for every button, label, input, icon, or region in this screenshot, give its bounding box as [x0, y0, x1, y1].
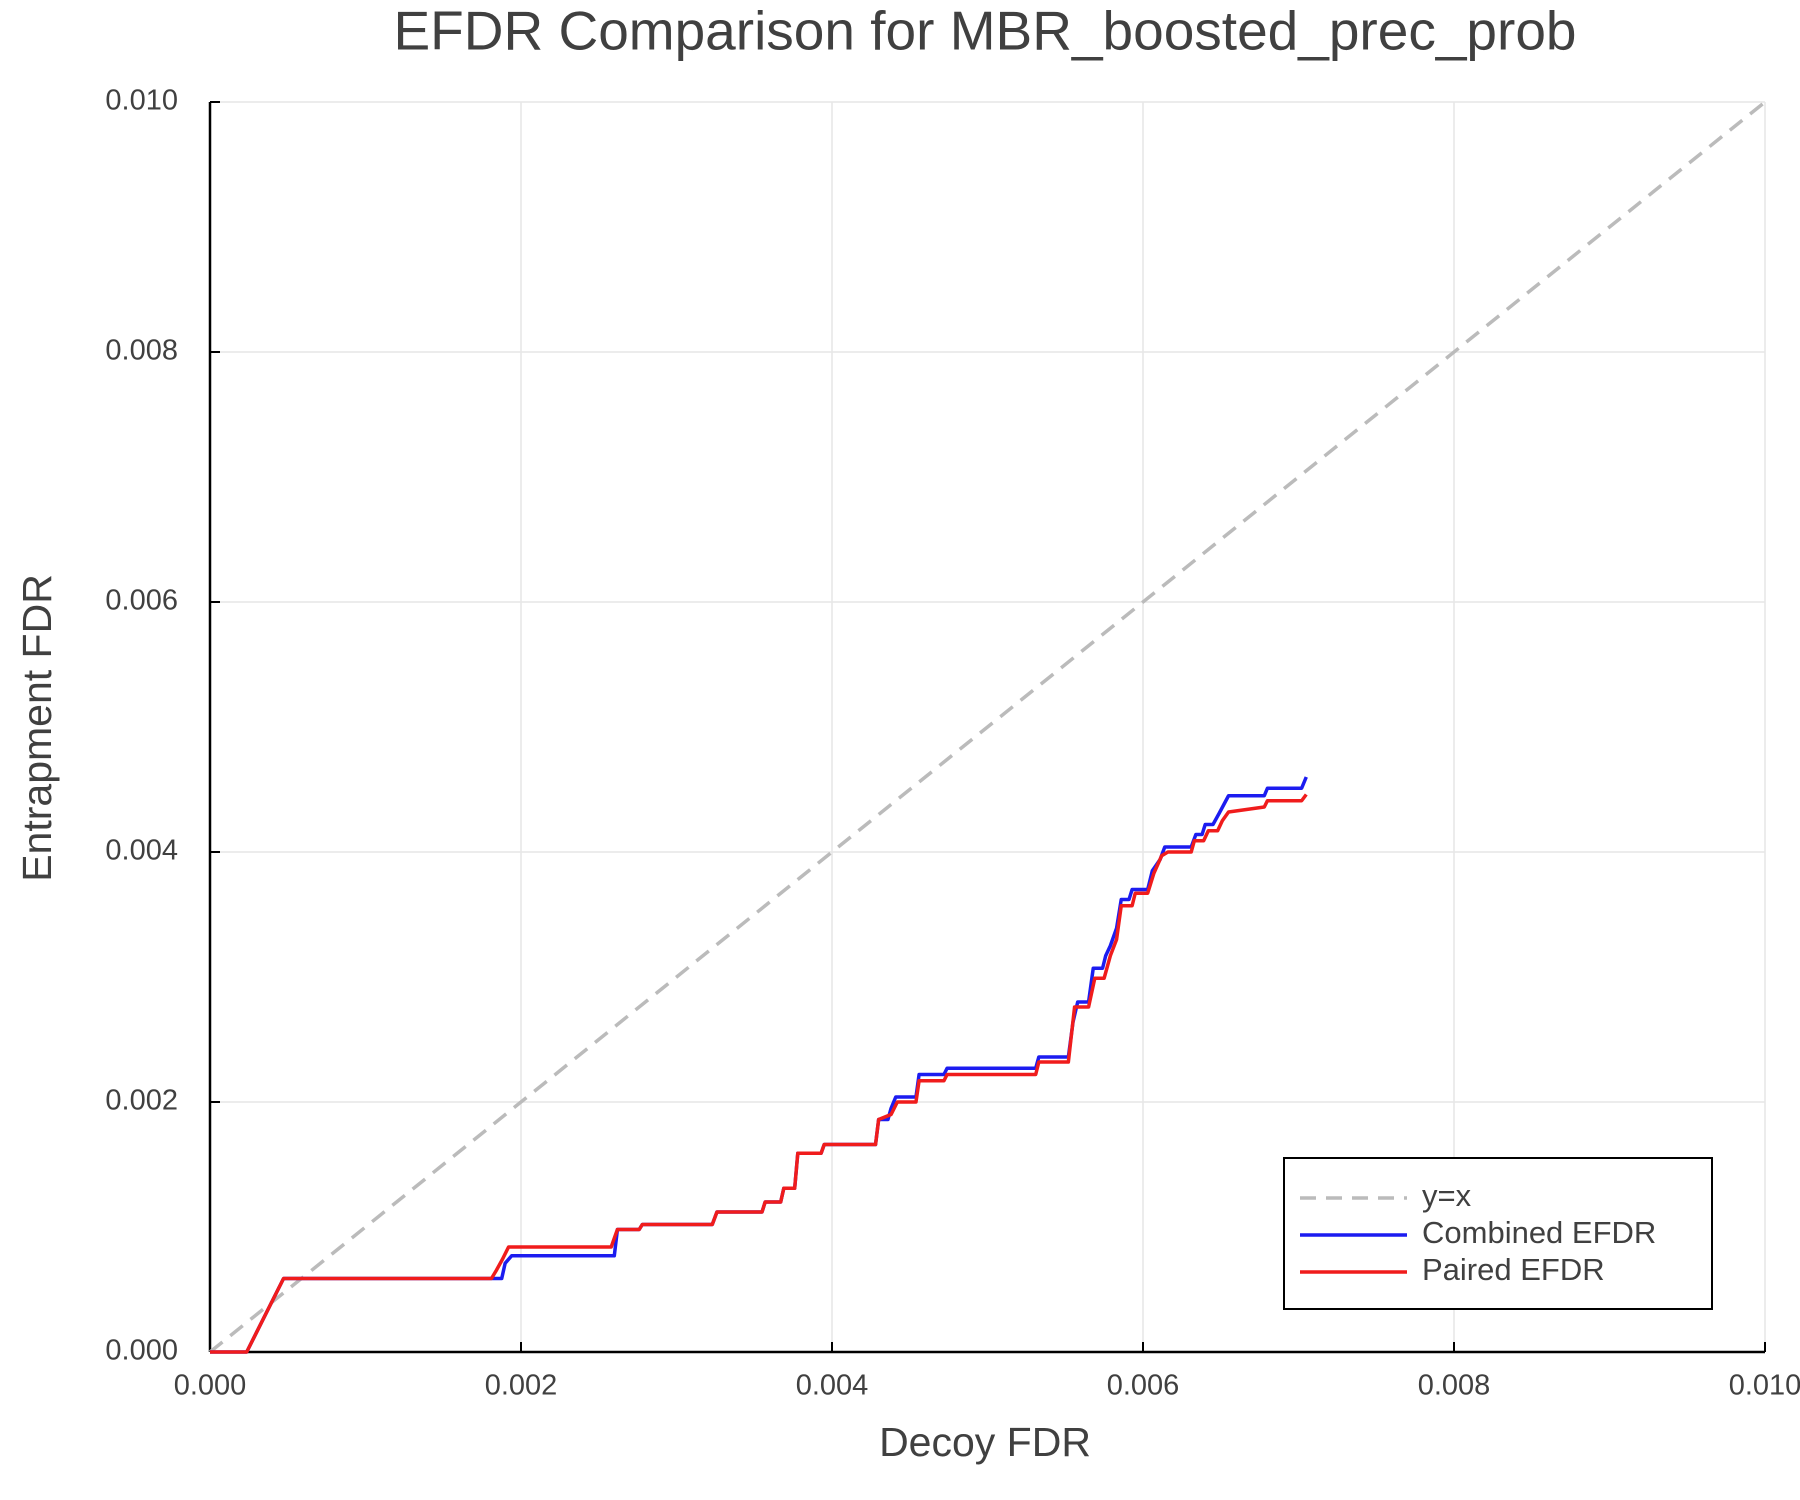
y-tick-label: 0.004 [105, 835, 178, 867]
x-tick-label: 0.000 [174, 1370, 247, 1402]
data-line [210, 776, 1308, 1354]
y-tick-label: 0.000 [105, 1335, 178, 1367]
x-tick-label: 0.004 [796, 1370, 869, 1402]
y-axis-label: Entrapment FDR [14, 574, 60, 882]
data-line [208, 100, 1767, 1354]
x-tick-label: 0.006 [1107, 1370, 1180, 1402]
legend-label: Paired EFDR [1422, 1252, 1605, 1287]
legend-label: y=x [1422, 1178, 1472, 1213]
y-tick-label: 0.002 [105, 1085, 178, 1117]
x-tick-label: 0.002 [485, 1370, 558, 1402]
data-line [210, 793, 1308, 1354]
y-tick-label: 0.006 [105, 585, 178, 617]
y-tick-label: 0.010 [105, 85, 178, 117]
x-tick-label: 0.008 [1418, 1370, 1491, 1402]
legend-label: Combined EFDR [1422, 1215, 1656, 1250]
x-tick-label: 0.010 [1729, 1370, 1800, 1402]
chart-title: EFDR Comparison for MBR_boosted_prec_pro… [393, 0, 1576, 62]
x-axis-label: Decoy FDR [879, 1419, 1091, 1465]
y-tick-label: 0.008 [105, 335, 178, 367]
